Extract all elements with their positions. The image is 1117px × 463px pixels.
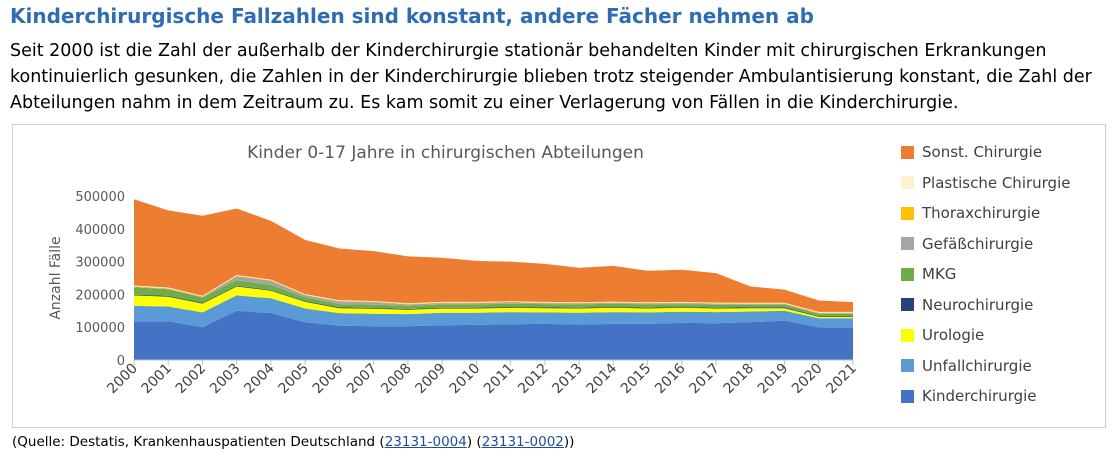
source-link-23131-0002[interactable]: 23131-0002	[481, 434, 564, 450]
legend-item: MKG	[901, 259, 1101, 290]
x-tick-label: 2015	[618, 361, 655, 398]
area-series-unfallchirurgie	[134, 295, 853, 328]
legend-label: Sonst. Chirurgie	[922, 143, 1043, 162]
x-tick-label: 2017	[686, 361, 723, 398]
legend-swatch	[901, 237, 914, 251]
source-note: (Quelle: Destatis, Krankenhauspatienten …	[12, 434, 574, 450]
legend-label: Thoraxchirurgie	[922, 204, 1041, 223]
x-tick-label: 2020	[789, 361, 826, 398]
y-tick-label: 100000	[75, 321, 125, 336]
x-tick-label: 2021	[823, 361, 860, 398]
legend-item: Unfallchirurgie	[901, 351, 1101, 382]
x-tick-label: 2018	[721, 361, 758, 398]
x-tick-label: 2009	[412, 361, 449, 398]
legend-item: Gefäßchirurgie	[901, 229, 1101, 260]
x-tick-label: 2019	[755, 361, 792, 398]
legend-swatch	[901, 176, 914, 190]
y-tick-label: 300000	[75, 256, 125, 271]
chart-container: Kinder 0-17 Jahre in chirurgischen Abtei…	[12, 124, 1106, 428]
area-chart: 0 100000 200000 300000 400000 500000 Anzahl Fä…	[48, 190, 860, 398]
legend-swatch	[901, 145, 914, 159]
description-text: Seit 2000 ist die Zahl der außerhalb der…	[10, 41, 1092, 113]
x-tick-label: 2001	[139, 361, 176, 398]
area-series-kinderchirurgie	[134, 310, 853, 360]
legend-item: Sonst. Chirurgie	[901, 137, 1101, 168]
legend-item: Urologie	[901, 320, 1101, 351]
source-suffix: ))	[563, 434, 575, 450]
chart-title: Kinder 0-17 Jahre in chirurgischen Abtei…	[247, 143, 644, 163]
x-tick-label: 2007	[344, 361, 381, 398]
legend-label: Kinderchirurgie	[922, 387, 1037, 406]
legend-swatch	[901, 298, 914, 312]
legend-label: Urologie	[922, 326, 985, 345]
y-tick-label: 0	[117, 354, 125, 369]
y-tick-label: 400000	[75, 223, 125, 238]
x-tick-label: 2016	[652, 360, 689, 397]
legend-item: Plastische Chirurgie	[901, 168, 1101, 199]
source-middle: ) (	[466, 434, 482, 450]
area-series-mkg	[134, 280, 853, 316]
source-link-23131-0004[interactable]: 23131-0004	[384, 434, 467, 450]
page-title: Kinderchirurgische Fallzahlen sind konst…	[10, 4, 814, 28]
area-series-urologie	[134, 286, 853, 319]
legend-swatch	[901, 359, 914, 373]
legend-swatch	[901, 267, 914, 281]
legend-swatch	[901, 389, 914, 403]
legend-label: Plastische Chirurgie	[922, 173, 1071, 192]
x-tick-label: 2002	[173, 361, 210, 398]
legend-label: MKG	[922, 265, 957, 284]
x-tick-label: 2012	[515, 361, 552, 398]
x-tick-label: 2014	[584, 360, 621, 397]
legend-label: Neurochirurgie	[922, 295, 1034, 314]
x-tick-label: 2004	[241, 360, 278, 397]
legend-swatch	[901, 328, 914, 342]
legend-item: Neurochirurgie	[901, 290, 1101, 321]
legend-swatch	[901, 206, 914, 220]
y-tick-label: 200000	[75, 288, 125, 303]
x-tick-label: 2011	[481, 361, 518, 398]
legend-label: Gefäßchirurgie	[922, 234, 1034, 253]
chart-legend: Sonst. Chirurgie Plastische Chirurgie Thor…	[901, 137, 1101, 412]
y-tick-label: 500000	[75, 190, 125, 205]
x-tick-label: 2003	[207, 361, 244, 398]
area-series-sonst-chirurgie	[134, 199, 853, 312]
x-tick-label: 2005	[276, 361, 313, 398]
legend-item: Thoraxchirurgie	[901, 198, 1101, 229]
x-tick-label: 2006	[310, 360, 347, 397]
legend-item: Kinderchirurgie	[901, 381, 1101, 412]
y-axis-label: Anzahl Fälle	[48, 236, 64, 319]
x-tick-label: 2013	[549, 361, 586, 398]
x-tick-label: 2010	[447, 361, 484, 398]
legend-label: Unfallchirurgie	[922, 356, 1032, 375]
x-tick-label: 2008	[378, 361, 415, 398]
source-prefix: (Quelle: Destatis, Krankenhauspatienten …	[12, 434, 385, 450]
